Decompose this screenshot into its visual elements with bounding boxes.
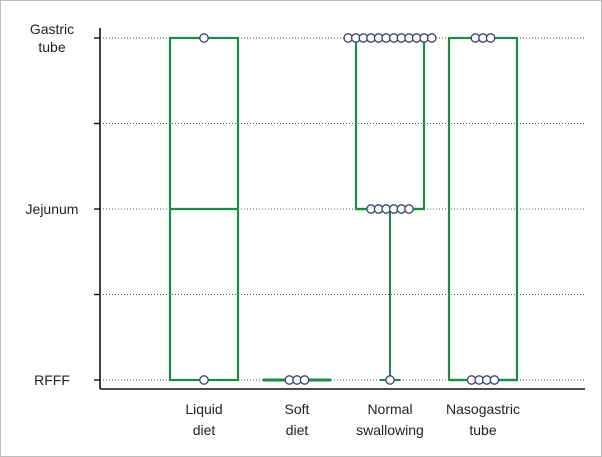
data-point	[199, 33, 209, 43]
box	[354, 36, 426, 211]
y-tick-label: Jejunum	[26, 201, 79, 217]
x-category-label: diet	[193, 422, 216, 438]
x-category-label: diet	[286, 422, 309, 438]
x-category-label: Normal	[367, 401, 412, 417]
data-point	[485, 33, 496, 43]
x-category-label: swallowing	[356, 422, 424, 438]
y-tick-label: RFFF	[34, 372, 70, 388]
data-point	[426, 33, 437, 43]
data-point	[299, 375, 310, 385]
data-point	[489, 375, 500, 385]
y-tick-label: tube	[38, 39, 65, 55]
y-tick-label: Gastric	[30, 21, 74, 37]
data-point	[404, 204, 414, 214]
data-point	[199, 375, 209, 385]
x-category-label: Nasogastric	[446, 401, 520, 417]
x-category-label: Liquid	[185, 401, 222, 417]
x-category-label: tube	[469, 422, 496, 438]
box	[447, 36, 519, 382]
data-point	[385, 375, 395, 385]
x-category-label: Soft	[285, 401, 310, 417]
